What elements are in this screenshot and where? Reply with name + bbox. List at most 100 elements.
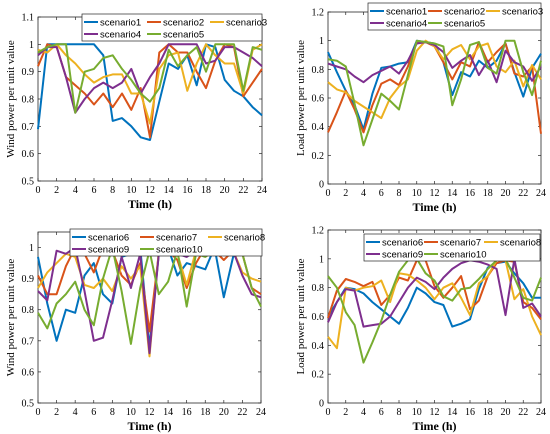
chart2-y-axis-label: Load power per unit value	[295, 40, 307, 156]
chart2-ytick-label: 0.6	[312, 94, 325, 105]
chart1-legend-label-scenario5: scenario5	[163, 30, 204, 41]
chart4-xtick-label: 22	[518, 407, 528, 418]
chart1-ytick-label: 0.7	[22, 122, 35, 133]
chart2-legend-box	[367, 2, 542, 31]
chart1-xtick-label: 22	[238, 185, 248, 196]
chart1-legend-box	[81, 13, 263, 42]
chart2-ytick-label: 0.2	[312, 151, 325, 162]
chart2-xtick-label: 22	[518, 188, 528, 199]
chart1-ytick-label: 0.8	[22, 95, 35, 106]
chart1-xtick-label: 0	[36, 185, 41, 196]
chart3-ytick-label: 0.6	[22, 367, 35, 378]
chart4-ytick-label: 1.2	[312, 226, 325, 237]
chart1-ytick-label: 1	[29, 40, 34, 51]
chart1-xtick-label: 14	[164, 185, 174, 196]
chart3-xtick-label: 2	[54, 407, 59, 418]
chart2-ytick-label: 0.4	[312, 122, 325, 133]
chart3-ytick-label: 0.7	[22, 336, 35, 347]
chart4-xtick-label: 10	[412, 407, 422, 418]
chart2-legend-label-scenario2: scenario2	[444, 7, 485, 18]
chart1-ytick-label: 0.5	[22, 177, 35, 188]
chart4-xtick-label: 12	[430, 407, 440, 418]
chart2-legend-label-scenario5: scenario5	[444, 19, 485, 30]
chart3-ytick-label: 0.9	[22, 274, 35, 285]
chart2-legend-label-scenario3: scenario3	[502, 7, 543, 18]
chart3-xtick-label: 4	[73, 407, 78, 418]
chart1-ytick-label: 0.6	[22, 149, 35, 160]
chart2-xtick-label: 10	[412, 188, 422, 199]
chart4-xtick-label: 20	[501, 407, 511, 418]
chart2-ytick-label: 0	[319, 180, 324, 191]
chart1-legend-label-scenario1: scenario1	[100, 18, 141, 29]
chart3-x-axis-label: Time (h)	[127, 419, 171, 433]
chart1-series-line-scenario3	[37, 43, 263, 125]
chart3-legend-label-scenario9: scenario9	[88, 245, 129, 256]
chart2-x-axis-label: Time (h)	[412, 200, 456, 214]
chart3-legend-label-scenario6: scenario6	[88, 233, 129, 244]
chart3-legend-box	[69, 228, 263, 257]
chart4-legend-label-scenario6: scenario6	[382, 238, 423, 249]
chart4-ytick-label: 0.4	[312, 341, 325, 352]
chart3-ytick-label: 1	[29, 243, 34, 254]
chart3-xtick-label: 12	[145, 407, 155, 418]
chart1-x-axis-label: Time (h)	[128, 197, 172, 211]
chart2-series-line-scenario4	[327, 41, 542, 84]
chart2-legend-label-scenario4: scenario4	[386, 19, 427, 30]
chart2-xtick-label: 6	[379, 188, 384, 199]
chart2-series-line-scenario3	[327, 39, 542, 120]
chart1-y-axis-label: Wind power per unit value	[5, 40, 17, 158]
chart4-xtick-label: 24	[536, 407, 546, 418]
chart2-xtick-label: 12	[430, 188, 440, 199]
chart3-xtick-label: 16	[182, 407, 192, 418]
chart4-ytick-label: 0.2	[312, 370, 325, 381]
chart2-ytick-label: 0.8	[312, 65, 325, 76]
chart2-xtick-label: 16	[465, 188, 475, 199]
chart1-xtick-label: 2	[54, 185, 59, 196]
chart4-xtick-label: 16	[465, 407, 475, 418]
chart4-legend-label-scenario9: scenario9	[382, 250, 423, 261]
chart4-y-axis-label: Load power per unit value	[295, 258, 307, 374]
chart3-legend-label-scenario7: scenario7	[156, 233, 197, 244]
chart3-ytick-label: 0.8	[22, 305, 35, 316]
chart1-ytick-label: 1.1	[22, 13, 35, 24]
chart2-xtick-label: 4	[361, 188, 366, 199]
chart2-legend-label-scenario1: scenario1	[386, 7, 427, 18]
chart1-ytick-label: 0.9	[22, 67, 35, 78]
chart1-legend-label-scenario4: scenario4	[100, 30, 141, 41]
chart4-legend-label-scenario7: scenario7	[440, 238, 481, 249]
chart4-xtick-label: 4	[361, 407, 366, 418]
chart4-xtick-label: 6	[379, 407, 384, 418]
chart4-xtick-label: 0	[326, 407, 331, 418]
chart4-legend-label-scenario8: scenario8	[500, 238, 541, 249]
chart3-y-axis-label: Wind power per unit value	[5, 259, 17, 377]
chart3-xtick-label: 6	[91, 407, 96, 418]
chart2-xtick-label: 8	[397, 188, 402, 199]
chart2-plot-frame	[327, 11, 542, 185]
chart1-legend-label-scenario3: scenario3	[226, 18, 267, 29]
chart1-xtick-label: 6	[92, 185, 97, 196]
chart1-xtick-label: 12	[145, 185, 155, 196]
chart1-xtick-label: 24	[257, 185, 267, 196]
chart4-xtick-label: 14	[447, 407, 457, 418]
chart4-series-line-scenario9	[327, 257, 542, 328]
chart1-xtick-label: 8	[110, 185, 115, 196]
chart4-legend-label-scenario10: scenario10	[440, 250, 486, 261]
chart2-xtick-label: 20	[501, 188, 511, 199]
chart4-xtick-label: 2	[343, 407, 348, 418]
chart3-xtick-label: 22	[237, 407, 247, 418]
chart1-xtick-label: 4	[73, 185, 78, 196]
chart2-ytick-label: 1.2	[312, 8, 325, 19]
chart3-xtick-label: 14	[163, 407, 173, 418]
chart4-ytick-label: 1	[319, 254, 324, 265]
chart4-ytick-label: 0	[319, 399, 324, 410]
chart4-x-axis-label: Time (h)	[412, 419, 456, 433]
chart1-legend-label-scenario2: scenario2	[163, 18, 204, 29]
chart2-series-line-scenario5	[327, 39, 542, 147]
chart2-xtick-label: 18	[483, 188, 493, 199]
chart2-xtick-label: 2	[343, 188, 348, 199]
chart1-series-line-scenario5	[37, 43, 263, 114]
chart1-xtick-label: 16	[182, 185, 192, 196]
chart3-xtick-label: 10	[126, 407, 136, 418]
chart2-xtick-label: 0	[326, 188, 331, 199]
